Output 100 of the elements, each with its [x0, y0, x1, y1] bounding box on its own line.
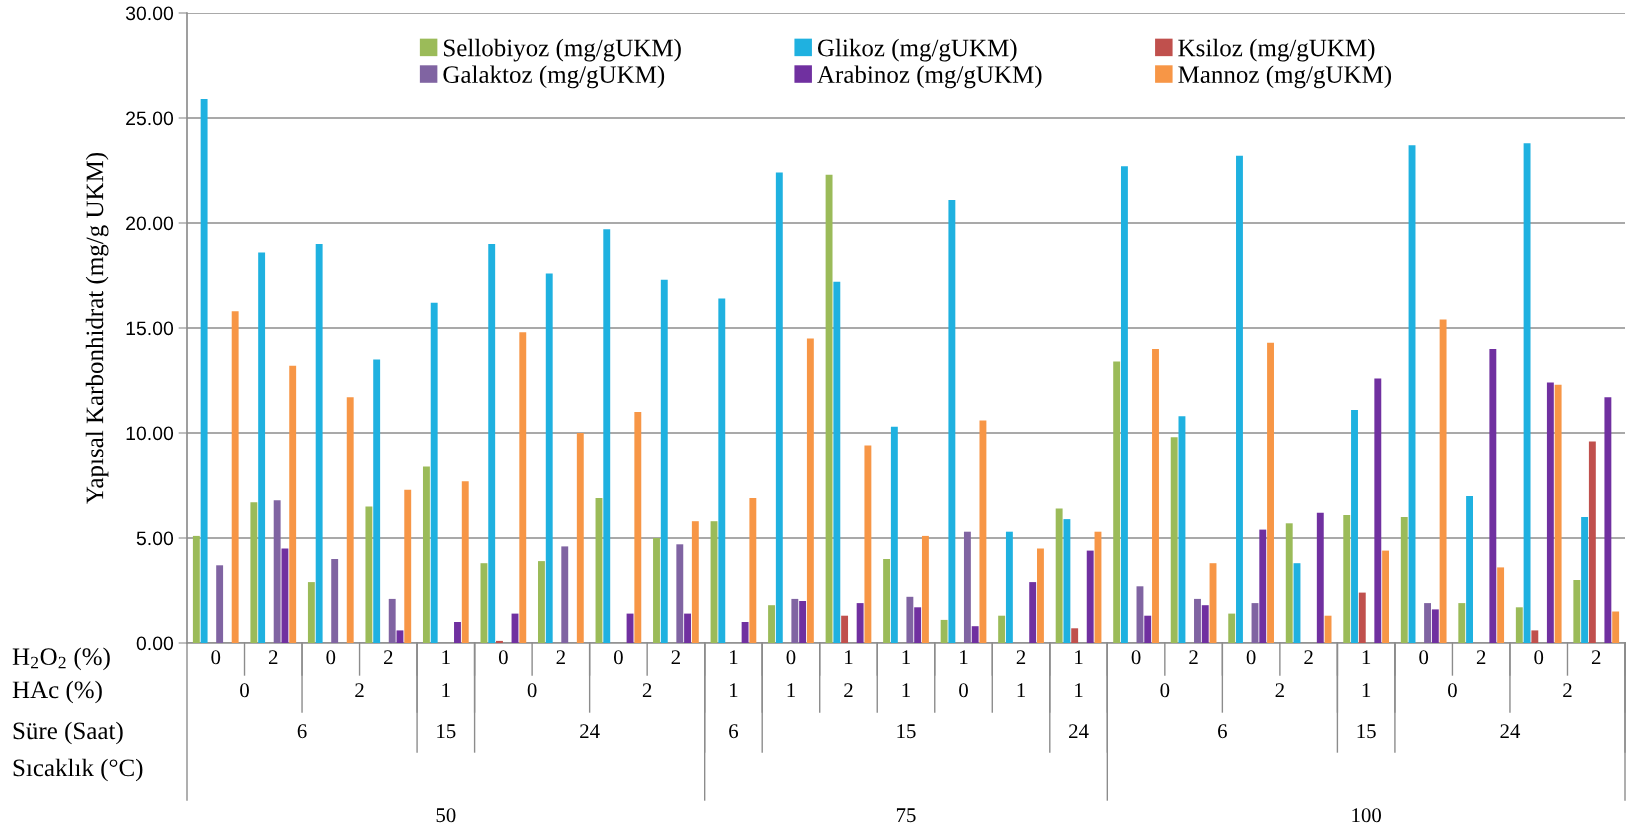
bar [768, 605, 775, 643]
bar [1228, 613, 1236, 643]
bar [856, 603, 864, 643]
bar [718, 298, 726, 643]
x-tick-label: 0 [1246, 650, 1256, 665]
bar [373, 359, 381, 643]
bar [806, 338, 814, 643]
y-tick-label: 15.00 [126, 321, 174, 336]
x-tick-label: 0 [613, 650, 623, 665]
x-tick-label: 1 [960, 650, 968, 665]
bar [561, 546, 569, 643]
text: 0 [959, 683, 968, 698]
bar [1523, 143, 1531, 643]
x-tick-label: 0 [1534, 650, 1544, 665]
x-tick-label: 2 [1016, 650, 1026, 665]
bar [906, 596, 914, 643]
text: Sıcaklık (°C) [13, 758, 143, 782]
bar [833, 281, 841, 643]
bar [1259, 529, 1267, 643]
bar [1120, 166, 1128, 643]
bar [971, 626, 979, 643]
text: 1 [442, 683, 450, 698]
text: 24 [1069, 724, 1089, 739]
bar [396, 630, 404, 643]
bar [1351, 409, 1358, 643]
x-tick-label: 0 [1131, 650, 1141, 665]
bar [1424, 603, 1432, 643]
bar [1612, 611, 1620, 643]
bar [1152, 349, 1159, 643]
text: HAc (%) [12, 680, 102, 704]
bar [1382, 550, 1390, 643]
bar [258, 252, 266, 643]
y-tick-label: 5.00 [136, 531, 174, 546]
bar [691, 521, 699, 643]
text: 50 [436, 808, 456, 823]
bar [488, 244, 496, 643]
bar [603, 229, 611, 643]
bar [653, 538, 660, 643]
bar [749, 498, 757, 643]
x-tick-label: 1 [730, 650, 738, 665]
bar [841, 615, 849, 643]
bar [676, 544, 684, 643]
bar [883, 559, 891, 643]
x-tick-label: 2 [671, 650, 680, 665]
bar [1071, 628, 1079, 643]
bar [289, 365, 297, 643]
x-tick-label: 1 [902, 650, 910, 665]
text: 75 [896, 808, 916, 823]
text: 1 [730, 683, 738, 698]
x-tick-label: 0 [498, 650, 508, 665]
text: 2 [844, 683, 853, 698]
bar [799, 601, 807, 643]
bar [1497, 567, 1505, 643]
bar [741, 622, 749, 643]
bar [1546, 382, 1554, 643]
bar [1316, 512, 1324, 643]
bar [1554, 384, 1562, 643]
bar [365, 506, 373, 643]
y-tick-label: 0.00 [136, 636, 174, 651]
bar [1063, 519, 1071, 643]
bar [775, 172, 783, 643]
text: 2 [642, 683, 652, 698]
text: 1 [1362, 683, 1371, 698]
bar [192, 535, 200, 643]
bar [1343, 514, 1351, 643]
x-tick-label: 0 [1419, 650, 1429, 665]
bar [660, 279, 668, 643]
text: 100 [1352, 808, 1381, 823]
bar [914, 607, 922, 643]
bar [1324, 615, 1332, 643]
legend-label: Ksiloz (mg/gUKM) [1178, 38, 1375, 62]
bar [1439, 319, 1447, 643]
bar [1581, 517, 1589, 643]
bar [940, 619, 948, 643]
text: 24 [580, 724, 600, 739]
x-tick-label: 0 [786, 650, 796, 665]
bar [1170, 437, 1178, 643]
bar [216, 565, 224, 643]
text: 1 [902, 683, 910, 698]
bar [480, 563, 488, 643]
bar [1267, 342, 1274, 643]
bar [1144, 615, 1152, 643]
bar [1029, 582, 1037, 643]
bar [1604, 397, 1612, 643]
bar [1236, 155, 1243, 643]
text: H$_{2}$O$_{2}$ (%) [12, 647, 110, 671]
legend-label: Arabinoz (mg/gUKM) [817, 65, 1042, 89]
text: 6 [1218, 724, 1227, 739]
text: 6 [729, 724, 739, 739]
bar [1086, 550, 1094, 643]
text: 1 [1075, 683, 1083, 698]
bar [545, 273, 553, 643]
legend-label: Glikoz (mg/gUKM) [817, 38, 1017, 62]
bar [1573, 580, 1581, 643]
x-tick-label: 2 [384, 650, 393, 665]
bar [1358, 592, 1366, 643]
bar [538, 561, 545, 643]
bar [979, 420, 987, 643]
bar [430, 302, 438, 643]
bar [576, 433, 584, 643]
